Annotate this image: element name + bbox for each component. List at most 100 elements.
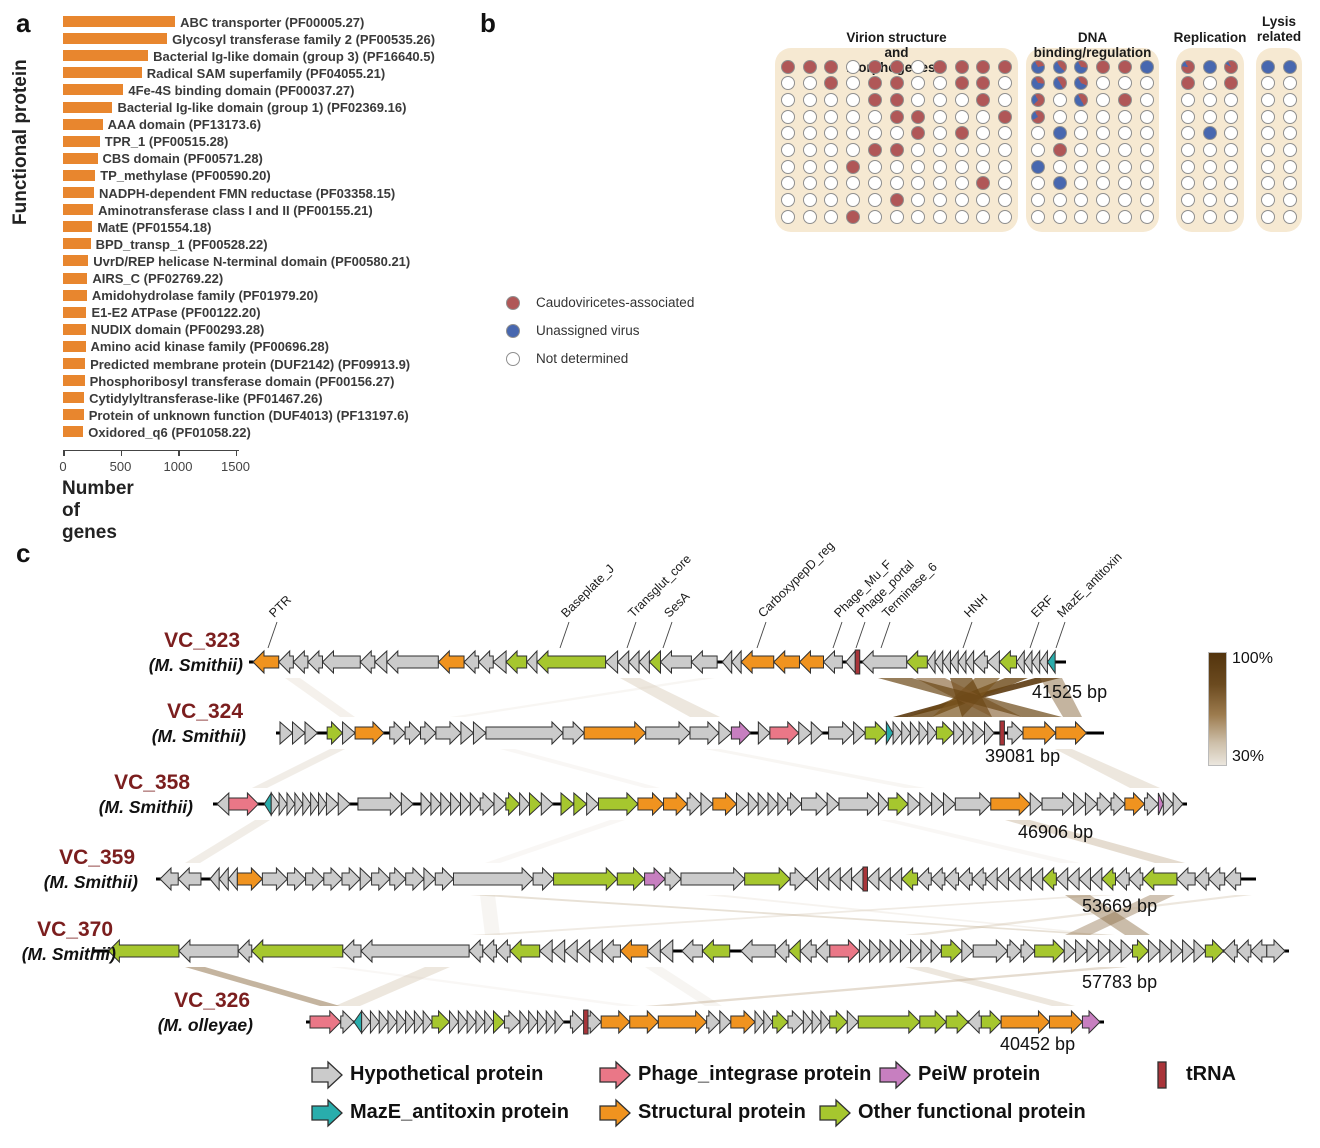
gene-arrow: [307, 649, 323, 675]
gene-arrow: [877, 791, 889, 817]
matrix-dot: [954, 176, 969, 191]
gene-arrow: [1007, 866, 1021, 892]
matrix-dot: [846, 209, 861, 224]
matrix-dot: [1117, 76, 1132, 91]
matrix-dot: [1117, 176, 1132, 191]
matrix-dot: [867, 92, 882, 107]
gene-arrow: [505, 791, 521, 817]
matrix-dot: [1139, 159, 1154, 174]
bar: [63, 323, 86, 335]
gene-arrow: [712, 791, 738, 817]
gene-arrow: [1182, 938, 1195, 964]
gene-arrow: [492, 1009, 506, 1035]
bar-label: CBS domain (PF00571.28): [102, 151, 263, 167]
bar: [63, 101, 113, 113]
gene-arrow: [519, 1009, 530, 1035]
contig-species: (M. Smithii): [43, 872, 138, 892]
legend-label: Phage_integrase protein: [638, 1063, 872, 1085]
matrix-dot: [824, 159, 839, 174]
matrix-dot: [802, 143, 817, 157]
matrix-dot: [781, 92, 795, 107]
gene-arrow: [177, 866, 202, 892]
gene-arrow: [869, 938, 881, 964]
legend-glyph: [599, 1098, 631, 1128]
contig-species: (M. olleyae): [157, 1015, 253, 1035]
gene-arrow: [386, 649, 439, 675]
matrix-dot: [781, 109, 795, 124]
matrix-dot: [1224, 109, 1239, 124]
gene-arrow: [930, 866, 946, 892]
gene-arrow: [359, 866, 373, 892]
bar-label: E1-E2 ATPase (PF00122.20): [91, 305, 261, 321]
matrix-dot: [1181, 143, 1195, 157]
gene-arrow: [463, 649, 480, 675]
matrix-dot: [846, 159, 861, 174]
matrix-dot: [824, 59, 839, 74]
matrix-dot: [998, 159, 1012, 174]
gene-arrow: [940, 938, 963, 964]
synteny-ribbon: [450, 678, 715, 717]
gene-arrow: [689, 720, 720, 746]
gene-arrow: [986, 649, 1000, 675]
bar: [63, 306, 87, 318]
gene-arrow: [1128, 866, 1144, 892]
gene-arrow: [686, 791, 702, 817]
gene-arrow: [1048, 1009, 1084, 1035]
matrix-dot: [1031, 209, 1045, 224]
matrix-dot: [976, 59, 991, 74]
gene-arrow: [787, 791, 803, 817]
gene-arrow: [1006, 938, 1022, 964]
gene-arrow: [916, 866, 932, 892]
bar: [63, 358, 86, 369]
panel-b-letter: b: [480, 8, 496, 38]
annotation-leader-line: [756, 621, 767, 649]
matrix-dot: [976, 76, 991, 91]
gene-arrow: [492, 649, 507, 675]
matrix-dot: [1282, 92, 1297, 107]
gene-arrow: [829, 1009, 848, 1035]
gene-arrow: [475, 1009, 486, 1035]
gene-arrow: [587, 1009, 602, 1035]
contig-species: (M. Smithii): [21, 944, 116, 964]
gene-arrow: [459, 791, 471, 817]
gene-arrow: [700, 791, 714, 817]
gene-arrow: [389, 720, 406, 746]
synteny-ribbon: [1005, 820, 1185, 863]
trna-bar: [854, 649, 861, 675]
gene-arrow: [1075, 938, 1088, 964]
matrix-dot: [1096, 159, 1111, 174]
synteny-ribbon: [705, 749, 925, 788]
gene-arrow: [1176, 866, 1196, 892]
bar: [63, 409, 84, 421]
matrix-dot: [932, 193, 947, 208]
gene-arrow: [926, 649, 936, 675]
matrix-dot: [1282, 209, 1297, 224]
gene-arrow: [1162, 791, 1174, 817]
gene-arrow: [263, 791, 272, 817]
matrix-dot: [1117, 92, 1132, 107]
synteny-ribbon: [620, 678, 720, 717]
gene-arrow: [252, 649, 280, 675]
gene-arrow: [930, 938, 943, 964]
gene-arrow: [1039, 649, 1048, 675]
gene-arrow: [899, 938, 912, 964]
gene-arrow: [1031, 649, 1041, 675]
contig-length: 46906 bp: [1018, 822, 1094, 842]
gene-arrow: [628, 649, 640, 675]
gene-arrow: [801, 791, 828, 817]
annotation-leader-line: [1029, 621, 1040, 649]
matrix-dot: [932, 159, 947, 174]
matrix-dot: [1117, 143, 1132, 157]
gene-arrow: [907, 791, 921, 817]
gene-arrow: [878, 866, 891, 892]
contig-name: VC_370: [37, 918, 113, 941]
gene-arrow: [971, 866, 987, 892]
gene-arrow: [962, 720, 974, 746]
matrix-dot: [1031, 126, 1045, 141]
matrix-dot: [1282, 126, 1297, 141]
matrix-dot: [1202, 209, 1217, 224]
gene-arrow: [1097, 938, 1111, 964]
gene-arrow: [744, 866, 791, 892]
matrix-dot: [954, 193, 969, 208]
